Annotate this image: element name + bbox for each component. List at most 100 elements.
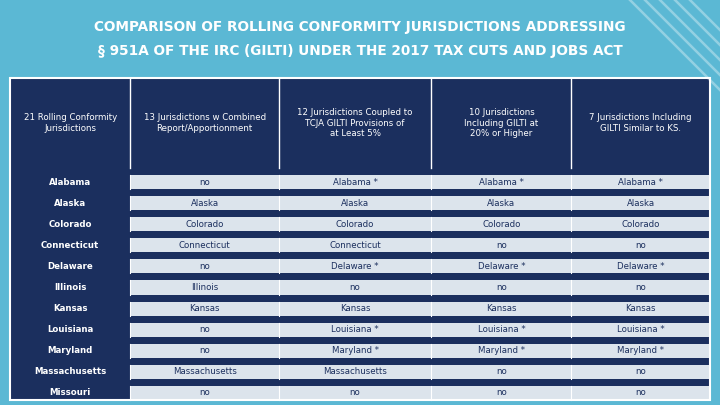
Bar [130,302,279,315]
Bar [279,344,431,358]
Bar [431,358,572,365]
Text: Louisiana: Louisiana [47,325,94,334]
Text: COMPARISON OF ROLLING CONFORMITY JURISDICTIONS ADDRESSING: COMPARISON OF ROLLING CONFORMITY JURISDI… [94,20,626,34]
Bar [431,365,572,379]
Text: 10 Jurisdictions
Including GILTI at
20% or Higher: 10 Jurisdictions Including GILTI at 20% … [464,108,539,138]
Text: 7 Jurisdictions Including
GILTI Similar to KS.: 7 Jurisdictions Including GILTI Similar … [590,113,692,133]
Bar [10,386,130,400]
Bar [279,273,431,280]
Text: no: no [199,325,210,334]
Text: Alabama: Alabama [49,177,91,187]
Bar [130,365,279,379]
Bar [431,189,572,196]
Text: no: no [635,283,646,292]
Bar [572,210,710,217]
Bar [431,217,572,231]
Bar [10,280,130,294]
Bar [431,315,572,323]
Bar [431,231,572,238]
Text: no: no [199,388,210,397]
Bar [130,315,279,323]
Bar [279,175,431,189]
Text: Colorado: Colorado [621,220,660,229]
Text: Kansas: Kansas [340,304,370,313]
Text: § 951A OF THE IRC (GILTI) UNDER THE 2017 TAX CUTS AND JOBS ACT: § 951A OF THE IRC (GILTI) UNDER THE 2017… [98,44,622,58]
Bar [572,280,710,294]
Bar [279,252,431,259]
Bar [572,294,710,302]
Text: Maryland *: Maryland * [478,346,525,355]
Text: no: no [635,388,646,397]
Bar [130,175,279,189]
Text: Maryland *: Maryland * [332,346,379,355]
Bar [279,386,431,400]
Bar [279,189,431,196]
Bar [279,196,431,210]
Bar [572,337,710,344]
Text: Kansas: Kansas [626,304,656,313]
Bar [10,78,710,400]
Bar [572,379,710,386]
Text: Alabama *: Alabama * [479,177,524,187]
Text: Alaska: Alaska [487,198,516,208]
Bar [130,231,279,238]
Bar [572,168,710,175]
Bar [279,315,431,323]
Text: Alabama *: Alabama * [618,177,663,187]
Bar [279,365,431,379]
Text: Maryland *: Maryland * [617,346,664,355]
Bar [130,238,279,252]
Bar [10,337,130,344]
Bar [10,294,130,302]
Text: Delaware *: Delaware * [331,262,379,271]
Text: Delaware *: Delaware * [477,262,525,271]
Text: no: no [496,367,507,376]
Bar [130,189,279,196]
Text: 13 Jurisdictions w Combined
Report/Apportionment: 13 Jurisdictions w Combined Report/Appor… [143,113,266,133]
Text: no: no [350,388,361,397]
Bar [279,168,431,175]
Text: Kansas: Kansas [53,304,87,313]
Bar [130,252,279,259]
Bar [572,315,710,323]
Bar [10,358,130,365]
Bar [130,379,279,386]
Bar [431,168,572,175]
Bar [431,337,572,344]
Text: Massachusetts: Massachusetts [173,367,237,376]
Bar [572,175,710,189]
Bar [279,78,431,168]
Bar [572,386,710,400]
Bar [130,337,279,344]
Text: Alaska: Alaska [341,198,369,208]
Bar [431,252,572,259]
Bar [572,323,710,337]
Text: no: no [199,346,210,355]
Text: Alaska: Alaska [54,198,86,208]
Bar [130,273,279,280]
Bar [279,358,431,365]
Bar [572,302,710,315]
Bar [431,238,572,252]
Bar [10,210,130,217]
Text: Missouri: Missouri [50,388,91,397]
Bar [10,231,130,238]
Bar [431,175,572,189]
Text: Alaska: Alaska [626,198,654,208]
Bar [130,210,279,217]
Bar [10,189,130,196]
Bar [130,259,279,273]
Bar [572,189,710,196]
Bar [279,280,431,294]
Bar [10,259,130,273]
Bar [130,217,279,231]
Bar [130,344,279,358]
Bar [279,302,431,315]
Text: no: no [350,283,361,292]
Bar [572,259,710,273]
Bar [279,238,431,252]
Text: 12 Jurisdictions Coupled to
TCJA GILTI Provisions of
at Least 5%: 12 Jurisdictions Coupled to TCJA GILTI P… [297,108,413,138]
Bar [572,252,710,259]
Bar [572,365,710,379]
Bar [431,344,572,358]
